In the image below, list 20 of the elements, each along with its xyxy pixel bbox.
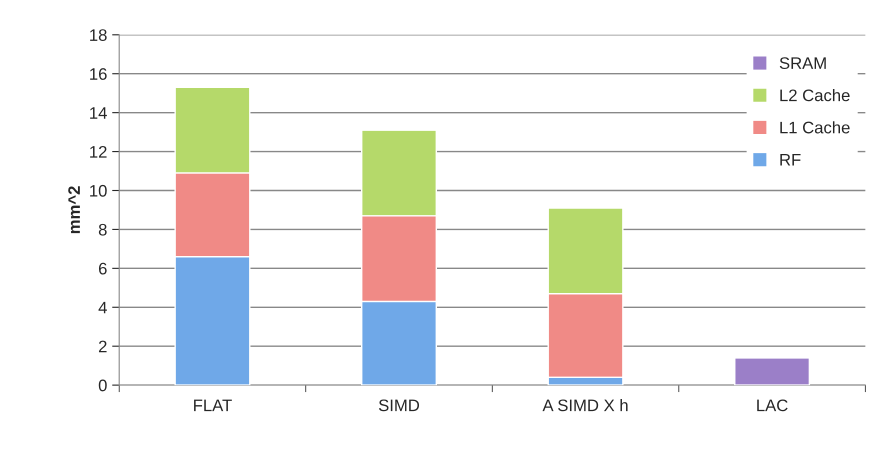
legend-label: SRAM (780, 57, 826, 70)
bar (734, 357, 810, 386)
y-tick-label: 12 (90, 146, 107, 158)
y-tick-label: 6 (98, 262, 107, 275)
y-tick-label: 10 (90, 184, 107, 197)
y-tick-label: 18 (90, 29, 107, 42)
x-tick-label: FLAT (194, 400, 232, 412)
legend-label: RF (780, 154, 801, 166)
legend-label: L2 Cache (780, 89, 850, 102)
y-tick-label: 16 (90, 68, 107, 80)
x-tick-label: LAC (757, 399, 788, 412)
y-tick-label: 0 (98, 380, 107, 392)
y-tick-label: 8 (98, 224, 107, 236)
y-tick-label: 4 (98, 302, 107, 314)
y-tick-label: 14 (90, 107, 107, 119)
x-tick-label: A SIMD X h (542, 399, 628, 412)
x-tick-label: SIMD (378, 399, 420, 412)
y-axis-title: mm^2 (68, 186, 80, 234)
legend-label: L1 Cache (780, 121, 850, 134)
y-tick-label: 2 (98, 340, 107, 352)
